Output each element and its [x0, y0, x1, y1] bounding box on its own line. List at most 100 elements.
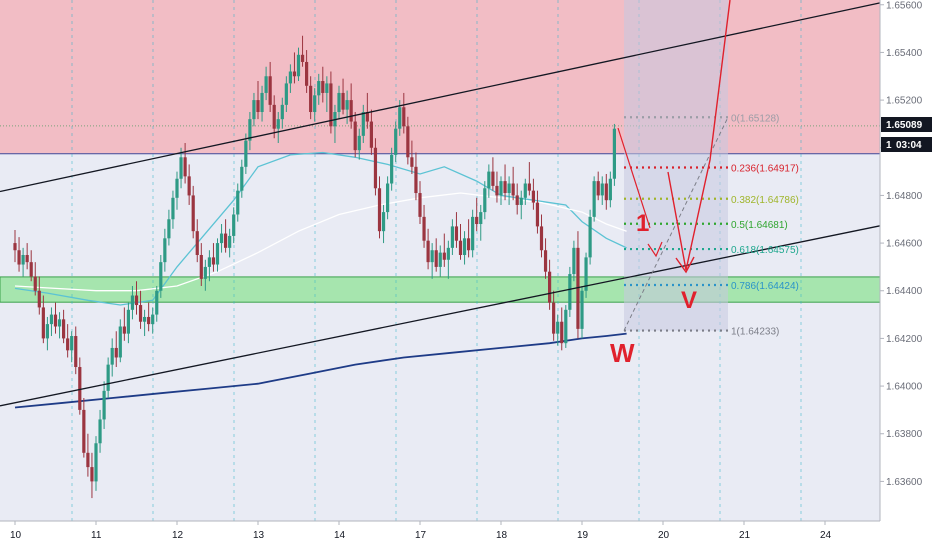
- candle-body: [329, 83, 333, 127]
- candles-layer: [13, 35, 616, 499]
- candle-body: [134, 295, 139, 306]
- candle-body: [13, 243, 17, 251]
- price-tick-label: 1.65400: [886, 48, 923, 59]
- candle-body: [309, 85, 313, 113]
- candle-body: [94, 443, 98, 482]
- candle-body: [240, 166, 244, 191]
- countdown-badge: [881, 137, 932, 152]
- candle-body: [300, 54, 305, 62]
- time-tick-label: 21: [739, 530, 751, 541]
- candle-body: [418, 193, 422, 217]
- time-scale-ticks: 10 11 12 13 14 17 18 19 20 21 24: [10, 521, 832, 541]
- candle-body: [458, 240, 463, 255]
- fib-level-label: 0(1.65128): [731, 113, 779, 124]
- candle-body: [106, 364, 110, 391]
- candle-body: [191, 195, 195, 232]
- candle-body: [264, 76, 268, 93]
- candle-body: [317, 81, 321, 96]
- time-tick-label: 12: [172, 530, 184, 541]
- candle-body: [171, 197, 175, 220]
- w-pattern-label: W: [610, 338, 635, 368]
- candle-body: [167, 219, 171, 239]
- v-projection-path: [667, 0, 731, 271]
- candle-body: [256, 100, 260, 113]
- projection-arrows-layer: [617, 0, 731, 274]
- candle-body: [53, 314, 58, 327]
- candle-body: [86, 452, 90, 468]
- candle-body: [305, 61, 309, 86]
- fib-level-label: 0.786(1.64424): [731, 281, 799, 292]
- candle-body: [62, 319, 66, 339]
- time-tick-label: 11: [91, 530, 102, 541]
- candle-body: [325, 83, 329, 93]
- current-price-badge: [881, 117, 932, 132]
- candle-body: [576, 247, 580, 329]
- candle-body: [118, 326, 122, 358]
- candle-body: [17, 250, 21, 265]
- candle-body: [531, 190, 535, 203]
- wave-one-label: 1: [636, 210, 649, 237]
- candle-body: [296, 54, 301, 77]
- candle-body: [260, 92, 264, 113]
- candle-body: [284, 83, 288, 105]
- price-tick-label: 1.64200: [886, 334, 923, 345]
- candle-body: [523, 183, 527, 198]
- candle-body: [535, 202, 540, 227]
- candle-body: [462, 238, 467, 255]
- time-tick-label: 18: [496, 530, 508, 541]
- candle-body: [143, 316, 147, 322]
- candle-body: [580, 290, 584, 329]
- candle-body: [138, 305, 143, 322]
- candle-body: [406, 126, 410, 158]
- candle-body: [519, 197, 523, 205]
- wave-arrow-head: [647, 241, 663, 258]
- zones-layer: [0, 0, 881, 303]
- candle-body: [398, 107, 402, 129]
- candle-body: [21, 255, 25, 265]
- candle-body: [37, 290, 41, 308]
- candle-body: [341, 92, 345, 110]
- candle-body: [357, 135, 361, 151]
- candle-body: [313, 95, 317, 113]
- candle-body: [511, 183, 515, 196]
- candle-body: [187, 176, 191, 196]
- fib-level-label: 1(1.64233): [731, 327, 779, 338]
- candle-body: [207, 257, 211, 267]
- price-tick-label: 1.63600: [886, 477, 923, 488]
- candle-body: [45, 324, 49, 339]
- candle-body: [211, 257, 216, 265]
- candle-body: [82, 409, 86, 453]
- candle-body: [556, 321, 560, 334]
- time-tick-label: 20: [658, 530, 670, 541]
- candle-body: [475, 216, 479, 225]
- candle-body: [183, 157, 187, 177]
- candle-body: [41, 307, 45, 339]
- candle-body: [426, 240, 430, 263]
- candle-body: [377, 188, 382, 232]
- candle-body: [446, 247, 450, 260]
- candle-body: [552, 302, 556, 334]
- candle-body: [471, 216, 475, 251]
- countdown-prefix: 1: [886, 140, 892, 151]
- candle-body: [228, 235, 232, 248]
- trendline[interactable]: [0, 2, 881, 193]
- candle-body: [394, 128, 398, 155]
- candle-body: [345, 100, 349, 110]
- candle-body: [564, 309, 568, 344]
- fib-level-label: 0.236(1.64917): [731, 164, 799, 175]
- down-arrow-head: [675, 256, 695, 274]
- candle-body: [487, 171, 491, 189]
- candle-body: [224, 233, 228, 248]
- price-tick-label: 1.63800: [886, 429, 923, 440]
- trendlines-layer[interactable]: [0, 2, 881, 407]
- candle-body: [248, 119, 252, 141]
- candle-body: [604, 183, 608, 201]
- candle-body: [114, 347, 118, 358]
- candle-body: [442, 252, 446, 260]
- candle-body: [292, 71, 297, 77]
- candle-body: [130, 295, 135, 310]
- trendline[interactable]: [0, 225, 881, 407]
- candle-body: [503, 181, 507, 194]
